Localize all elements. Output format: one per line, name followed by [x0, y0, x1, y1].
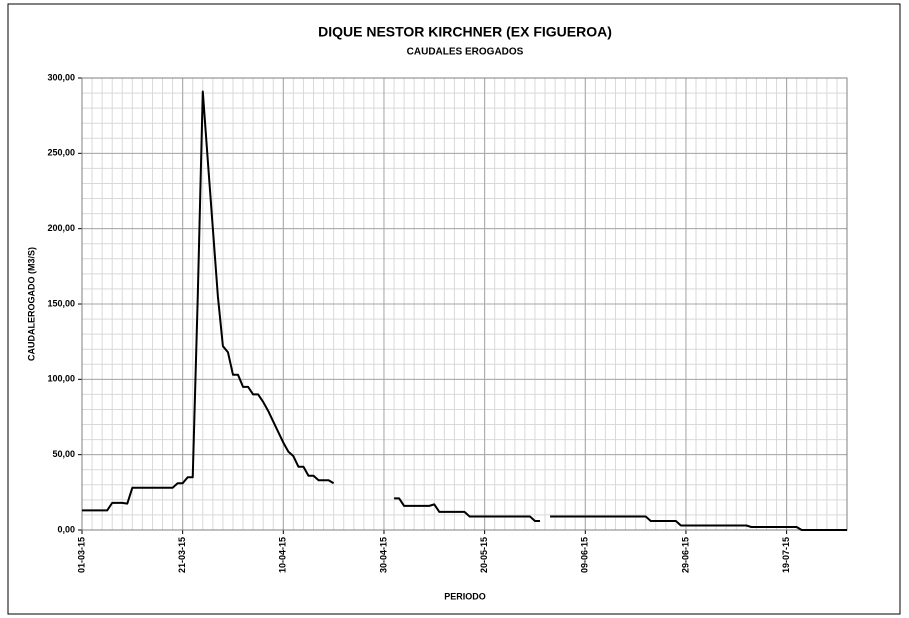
chart-subtitle: CAUDALES EROGADOS — [407, 47, 524, 58]
y-tick-label: 200,00 — [47, 223, 75, 233]
x-tick-label: 19-07-15 — [781, 537, 791, 573]
x-tick-label: 30-04-15 — [378, 537, 388, 573]
y-tick-label: 0,00 — [57, 524, 75, 534]
x-tick-label: 21-03-15 — [177, 537, 187, 573]
y-tick-label: 150,00 — [47, 298, 75, 308]
y-axis-label: CAUDALEROGADO (M3/S) — [26, 247, 36, 361]
x-tick-label: 20-05-15 — [479, 537, 489, 573]
x-axis-label: PERIODO — [444, 591, 486, 601]
data-line — [82, 90, 847, 531]
plot-border — [81, 77, 848, 531]
x-tick-label: 09-06-15 — [580, 537, 590, 573]
x-tick-label: 01-03-15 — [76, 537, 86, 573]
x-tick-label: 29-06-15 — [680, 537, 690, 573]
y-tick-label: 250,00 — [47, 148, 75, 158]
chart-title: DIQUE NESTOR KIRCHNER (EX FIGUEROA) — [318, 24, 612, 40]
y-tick-label: 50,00 — [52, 449, 75, 459]
y-tick-label: 100,00 — [47, 374, 75, 384]
y-tick-label: 300,00 — [47, 72, 75, 82]
x-tick-label: 10-04-15 — [278, 537, 288, 573]
